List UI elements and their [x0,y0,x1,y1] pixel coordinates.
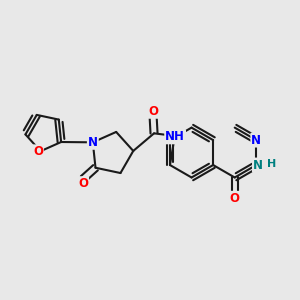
Text: H: H [267,159,276,169]
Text: O: O [33,145,43,158]
Text: O: O [148,105,158,118]
Text: O: O [78,177,88,190]
Text: N: N [251,134,261,147]
Text: O: O [230,192,240,205]
Text: N: N [88,136,98,149]
Text: N: N [253,158,263,172]
Text: NH: NH [165,130,185,143]
